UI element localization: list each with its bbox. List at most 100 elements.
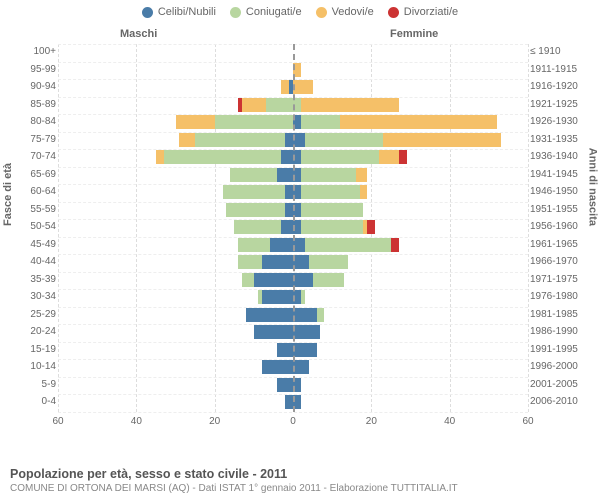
bar-segment [281,80,289,94]
x-tick-label: 0 [290,416,296,427]
male-header: Maschi [120,28,157,40]
legend-label: Celibi/Nubili [158,6,216,18]
birth-year-label: 1961-1965 [530,237,588,253]
female-bar [293,255,348,269]
male-bar [238,98,293,112]
male-bar [176,115,293,129]
bar-segment [285,395,293,409]
female-bar [293,133,501,147]
x-tick-label: 40 [444,416,455,427]
bar-segment [230,168,277,182]
male-bar [262,360,293,374]
age-label: 60-64 [2,184,56,200]
birth-year-label: 1981-1985 [530,307,588,323]
bar-segment [246,308,293,322]
birth-year-label: 2001-2005 [530,377,588,393]
bar-segment [301,203,364,217]
bar-segment [242,273,254,287]
age-label: 20-24 [2,324,56,340]
legend-item: Divorziati/e [388,6,458,18]
age-label: 30-34 [2,289,56,305]
birth-year-label: ≤ 1910 [530,44,588,60]
bar-segment [164,150,282,164]
bar-segment [176,115,215,129]
age-label: 25-29 [2,307,56,323]
bar-segment [238,238,269,252]
legend-label: Coniugati/e [246,6,302,18]
bar-segment [301,290,305,304]
female-bar [293,80,313,94]
bar-segment [234,220,281,234]
birth-year-label: 1921-1925 [530,97,588,113]
birth-year-label: 1936-1940 [530,149,588,165]
legend-swatch [388,7,399,18]
birth-year-label: 1971-1975 [530,272,588,288]
female-header: Femmine [390,28,438,40]
x-tick-label: 20 [366,416,377,427]
legend-swatch [142,7,153,18]
female-bar [293,220,375,234]
bar-segment [285,133,293,147]
birth-year-label: 1916-1920 [530,79,588,95]
bar-segment [356,168,368,182]
birth-year-label: 1966-1970 [530,254,588,270]
bar-segment [266,98,293,112]
birth-year-label: 1976-1980 [530,289,588,305]
male-bar [238,255,293,269]
legend: Celibi/NubiliConiugati/eVedovi/eDivorzia… [0,0,600,18]
chart-subtitle: COMUNE DI ORTONA DEI MARSI (AQ) - Dati I… [10,483,590,494]
male-bar [230,168,293,182]
female-bar [293,273,344,287]
x-tick-label: 20 [209,416,220,427]
age-label: 80-84 [2,114,56,130]
age-label: 5-9 [2,377,56,393]
bar-segment [195,133,285,147]
bar-segment [277,343,293,357]
male-bar [281,80,293,94]
bar-segment [223,185,286,199]
bar-segment [242,98,266,112]
age-label: 95-99 [2,62,56,78]
male-bar [285,395,293,409]
bar-segment [262,360,293,374]
bar-segment [277,168,293,182]
birth-year-label: 1926-1930 [530,114,588,130]
female-bar [293,238,399,252]
female-bar [293,360,309,374]
legend-item: Celibi/Nubili [142,6,216,18]
male-bar [246,308,293,322]
age-label: 45-49 [2,237,56,253]
birth-year-label: 1951-1955 [530,202,588,218]
age-label: 70-74 [2,149,56,165]
bar-segment [281,150,293,164]
male-bar [277,343,293,357]
birth-year-label: 1931-1935 [530,132,588,148]
male-bar [156,150,293,164]
birth-year-label: 1996-2000 [530,359,588,375]
bar-segment [285,203,293,217]
population-pyramid-chart: Celibi/NubiliConiugati/eVedovi/eDivorzia… [0,0,600,500]
bar-segment [340,115,497,129]
female-bar [293,325,320,339]
bar-segment [301,185,360,199]
birth-year-label: 1986-1990 [530,324,588,340]
female-bar [293,185,367,199]
birth-year-label: 2006-2010 [530,394,588,410]
birth-year-label: 1956-1960 [530,219,588,235]
birth-year-label: 1941-1945 [530,167,588,183]
female-bar [293,308,324,322]
bar-segment [293,360,309,374]
bar-segment [293,325,320,339]
chart-title: Popolazione per età, sesso e stato civil… [10,467,590,481]
male-bar [242,273,293,287]
legend-item: Coniugati/e [230,6,302,18]
male-bar [277,378,293,392]
bar-segment [367,220,375,234]
age-label: 35-39 [2,272,56,288]
female-bar [293,150,407,164]
age-label: 40-44 [2,254,56,270]
bar-segment [301,115,340,129]
age-label: 85-89 [2,97,56,113]
male-bar [234,220,293,234]
bar-segment [238,255,262,269]
